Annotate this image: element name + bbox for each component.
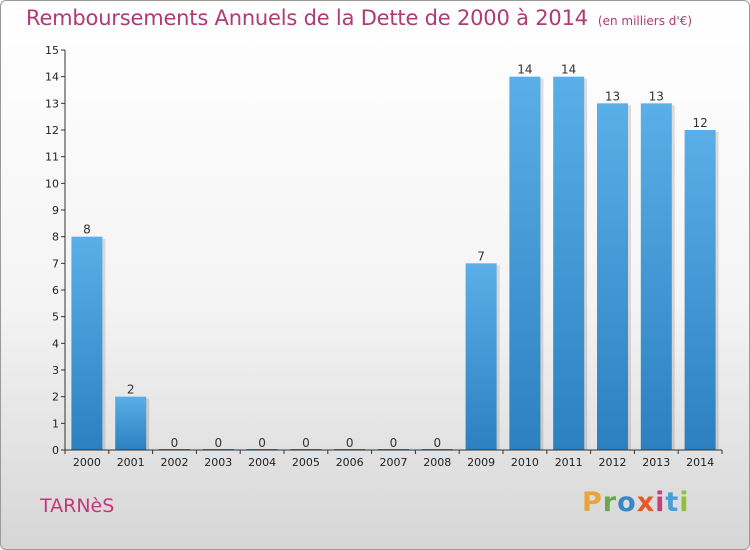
y-tick-label: 14 <box>45 71 59 84</box>
x-tick-label: 2004 <box>248 456 276 469</box>
data-label: 12 <box>692 116 707 130</box>
logo-letter: x <box>636 487 656 518</box>
logo-letter: r <box>602 487 618 518</box>
y-tick-label: 2 <box>52 391 59 404</box>
logo-letter: o <box>617 487 637 518</box>
chart-title: Remboursements Annuels de la Dette de 20… <box>26 6 588 30</box>
logo-letter: i <box>679 487 690 518</box>
bar <box>553 76 585 451</box>
data-label: 13 <box>605 89 620 103</box>
x-tick-label: 2000 <box>73 456 101 469</box>
y-tick-label: 8 <box>52 231 59 244</box>
chart-title-block: Remboursements Annuels de la Dette de 20… <box>26 6 692 30</box>
bar <box>509 76 541 451</box>
x-tick-label: 2008 <box>423 456 451 469</box>
logo-letter: P <box>582 487 603 518</box>
x-tick-label: 2001 <box>117 456 145 469</box>
data-label: 0 <box>258 436 266 450</box>
y-tick-label: 3 <box>52 364 59 377</box>
x-tick-label: 2009 <box>467 456 495 469</box>
bar <box>71 236 103 450</box>
y-tick-label: 4 <box>52 337 59 350</box>
x-tick-label: 2013 <box>642 456 670 469</box>
x-tick-label: 2003 <box>204 456 232 469</box>
bar <box>115 396 147 450</box>
x-tick-label: 2012 <box>599 456 627 469</box>
logo-letter: i <box>655 487 666 518</box>
data-label: 0 <box>302 436 310 450</box>
y-tick-label: 0 <box>52 444 59 457</box>
bar <box>640 103 672 450</box>
data-label: 14 <box>517 63 532 77</box>
x-tick-label: 2007 <box>380 456 408 469</box>
x-tick-label: 2006 <box>336 456 364 469</box>
bar <box>597 103 628 450</box>
x-tick-label: 2014 <box>686 456 714 469</box>
bar <box>465 263 497 450</box>
y-tick-label: 1 <box>52 417 59 430</box>
y-tick-label: 7 <box>52 257 59 270</box>
x-tick-label: 2010 <box>511 456 539 469</box>
y-tick-label: 10 <box>45 177 59 190</box>
y-tick-label: 13 <box>45 97 59 110</box>
y-tick-label: 9 <box>52 204 59 217</box>
data-label: 8 <box>83 223 91 237</box>
x-tick-label: 2005 <box>292 456 320 469</box>
y-tick-label: 12 <box>45 124 59 137</box>
y-tick-label: 11 <box>45 151 59 164</box>
data-label: 7 <box>477 249 485 263</box>
x-tick-label: 2011 <box>555 456 583 469</box>
logo-letter: t <box>665 487 680 518</box>
data-label: 14 <box>561 63 576 77</box>
y-tick-label: 15 <box>45 44 59 57</box>
data-label: 13 <box>649 89 664 103</box>
y-tick-label: 5 <box>52 311 59 324</box>
data-label: 0 <box>346 436 354 450</box>
data-label: 0 <box>433 436 441 450</box>
data-label: 2 <box>127 383 135 397</box>
data-label: 0 <box>390 436 398 450</box>
data-label: 0 <box>214 436 222 450</box>
x-tick-label: 2002 <box>161 456 189 469</box>
y-tick-label: 6 <box>52 284 59 297</box>
chart-unit: (en milliers d'€) <box>597 14 693 28</box>
proxiti-logo[interactable]: Proxiti <box>582 487 690 518</box>
bar <box>684 130 716 450</box>
data-label: 0 <box>171 436 179 450</box>
commune-name: TARNèS <box>40 495 115 517</box>
